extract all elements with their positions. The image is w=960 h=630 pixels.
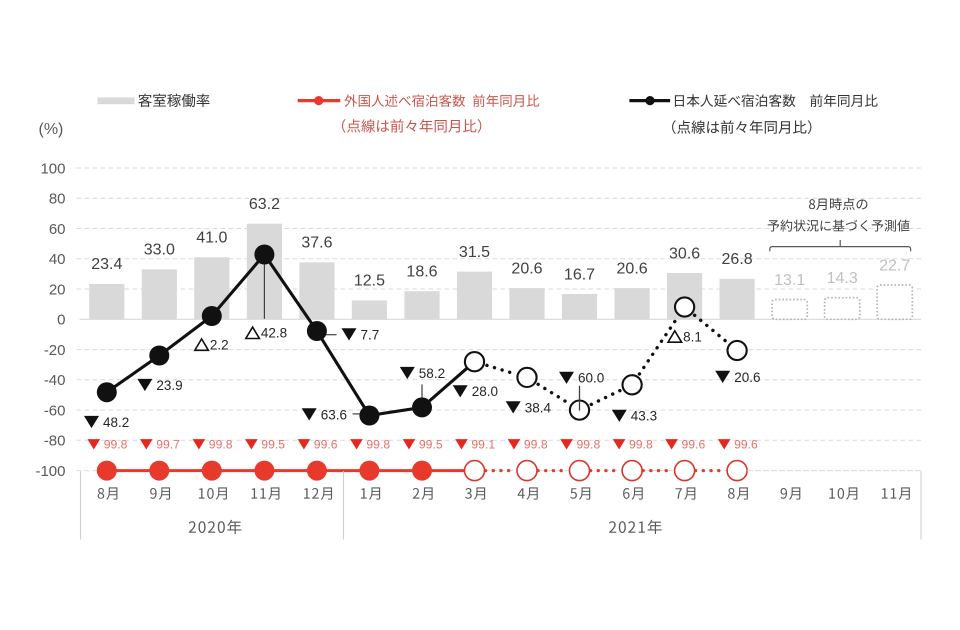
svg-text:20: 20	[49, 281, 66, 298]
svg-text:-80: -80	[44, 433, 66, 450]
svg-text:99.5: 99.5	[261, 438, 285, 452]
svg-text:-60: -60	[44, 402, 66, 419]
svg-text:99.6: 99.6	[682, 438, 706, 452]
svg-text:37.6: 37.6	[301, 235, 332, 252]
svg-text:23.9: 23.9	[156, 378, 182, 393]
svg-text:26.8: 26.8	[722, 251, 753, 268]
svg-text:41.0: 41.0	[196, 230, 227, 247]
svg-text:63.2: 63.2	[249, 196, 280, 213]
svg-text:23.4: 23.4	[91, 256, 122, 273]
svg-text:33.0: 33.0	[144, 242, 175, 259]
svg-text:28.0: 28.0	[472, 384, 498, 399]
svg-text:48.2: 48.2	[103, 415, 129, 430]
svg-text:22.7: 22.7	[879, 257, 910, 274]
svg-text:60.0: 60.0	[578, 371, 604, 386]
svg-text:58.2: 58.2	[419, 366, 445, 381]
svg-text:14.3: 14.3	[827, 270, 858, 287]
svg-text:99.7: 99.7	[156, 438, 180, 452]
svg-text:(%): (%)	[39, 121, 64, 138]
svg-text:42.8: 42.8	[261, 326, 287, 341]
svg-text:-20: -20	[44, 342, 66, 359]
svg-text:-40: -40	[44, 372, 66, 389]
svg-text:99.1: 99.1	[471, 438, 495, 452]
svg-text:40: 40	[49, 251, 66, 268]
svg-text:-100: -100	[35, 463, 65, 480]
svg-text:31.5: 31.5	[459, 244, 490, 261]
svg-text:99.6: 99.6	[734, 438, 758, 452]
svg-text:80: 80	[49, 191, 66, 208]
svg-text:99.8: 99.8	[209, 438, 233, 452]
svg-text:30.6: 30.6	[669, 245, 700, 262]
svg-text:99.8: 99.8	[524, 438, 548, 452]
svg-text:100: 100	[40, 160, 65, 177]
svg-text:38.4: 38.4	[525, 400, 552, 415]
svg-text:20.6: 20.6	[511, 260, 542, 277]
svg-text:63.6: 63.6	[321, 407, 347, 422]
svg-text:99.8: 99.8	[366, 438, 390, 452]
svg-text:99.5: 99.5	[419, 438, 443, 452]
svg-text:8.1: 8.1	[683, 329, 702, 344]
svg-text:18.6: 18.6	[406, 264, 437, 281]
svg-text:13.1: 13.1	[774, 272, 805, 289]
svg-text:20.6: 20.6	[617, 260, 648, 277]
svg-text:99.8: 99.8	[104, 438, 128, 452]
svg-text:99.8: 99.8	[629, 438, 653, 452]
svg-text:20.6: 20.6	[734, 370, 760, 385]
svg-text:99.6: 99.6	[314, 438, 338, 452]
svg-text:99.8: 99.8	[577, 438, 601, 452]
svg-text:12.5: 12.5	[354, 273, 385, 290]
svg-text:2.2: 2.2	[210, 338, 229, 353]
svg-text:0: 0	[57, 312, 65, 329]
svg-text:7.7: 7.7	[361, 327, 380, 342]
svg-text:60: 60	[49, 221, 66, 238]
svg-text:16.7: 16.7	[564, 266, 595, 283]
svg-text:43.3: 43.3	[631, 409, 657, 424]
